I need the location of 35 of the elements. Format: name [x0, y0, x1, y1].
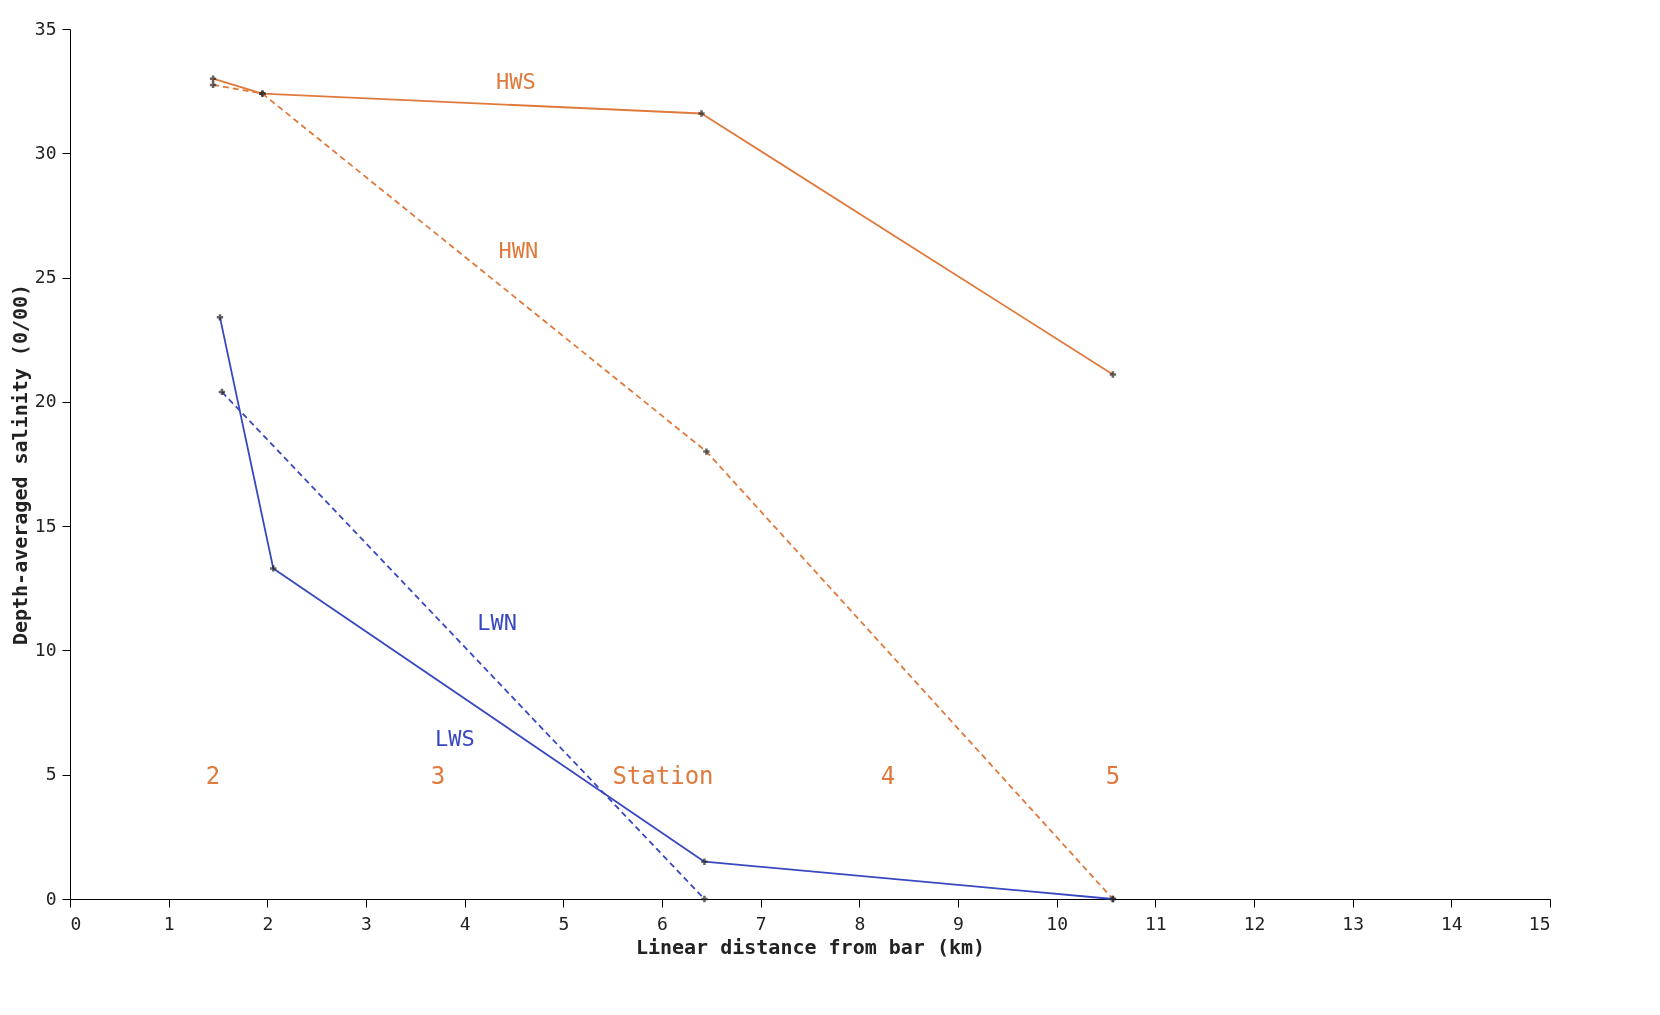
series-label: LWS [435, 726, 475, 752]
x-tick-label: 13 [1342, 912, 1365, 934]
annotation: 5 [1105, 762, 1121, 791]
x-axis-title: Linear distance from bar (km) [635, 934, 986, 959]
y-tick-label: 15 [34, 514, 57, 536]
x-tick-label: 10 [1046, 912, 1069, 934]
annotation: 4 [880, 762, 896, 791]
x-tick-label: 15 [1528, 912, 1551, 934]
series-label: HWN [498, 237, 539, 263]
series-label: LWN [477, 610, 517, 636]
x-tick-label: 8 [854, 912, 866, 934]
x-tick-label: 2 [262, 912, 274, 934]
x-tick-label: 6 [657, 912, 668, 934]
y-tick-label: 35 [34, 17, 57, 39]
y-tick-label: 30 [34, 141, 57, 163]
x-tick-label: 7 [755, 912, 767, 934]
x-tick-label: 5 [558, 912, 570, 934]
x-tick-label: 4 [459, 912, 471, 934]
x-tick-label: 11 [1144, 912, 1167, 934]
x-tick-label: 12 [1243, 912, 1266, 934]
annotation: Station [612, 762, 714, 791]
y-tick-label: 10 [34, 638, 57, 660]
x-tick-label: 3 [361, 912, 372, 934]
x-tick-label: 14 [1440, 912, 1463, 934]
y-axis-title: Depth-averaged salinity (0/00) [7, 283, 32, 646]
y-tick-label: 5 [45, 763, 57, 785]
y-tick-label: 0 [45, 887, 57, 909]
x-tick-label: 1 [163, 912, 175, 934]
series-label: HWS [495, 68, 536, 94]
y-tick-label: 25 [34, 266, 57, 288]
annotation: 3 [430, 762, 446, 791]
annotation: 2 [205, 762, 221, 791]
x-tick-label: 9 [953, 912, 964, 934]
x-tick-label: 0 [70, 912, 82, 934]
y-tick-label: 20 [34, 390, 57, 412]
